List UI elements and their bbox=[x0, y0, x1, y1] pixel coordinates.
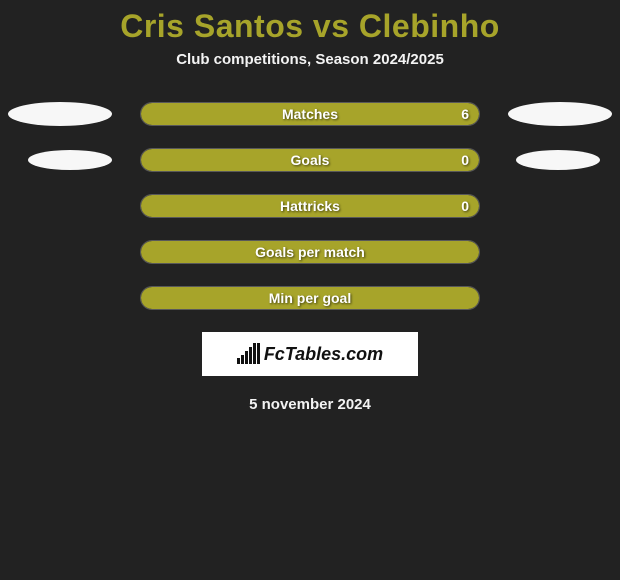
stat-label: Matches bbox=[282, 106, 338, 122]
stat-bar-track: Goals per match bbox=[140, 240, 480, 264]
stat-value-right: 6 bbox=[461, 106, 469, 122]
player-marker-right bbox=[508, 102, 612, 126]
stat-rows: Matches 6 Goals 0 Hattricks 0 Goals per match M… bbox=[0, 102, 620, 310]
stat-row: Min per goal bbox=[0, 286, 620, 310]
stat-row: Goals 0 bbox=[0, 148, 620, 172]
stat-row: Goals per match bbox=[0, 240, 620, 264]
logo-box: FcTables.com bbox=[202, 332, 418, 376]
stat-label: Min per goal bbox=[269, 290, 351, 306]
stat-bar-track: Hattricks 0 bbox=[140, 194, 480, 218]
player-marker-left bbox=[28, 150, 112, 170]
bar-chart-icon bbox=[237, 344, 260, 364]
stat-row: Hattricks 0 bbox=[0, 194, 620, 218]
date-label: 5 november 2024 bbox=[249, 396, 371, 413]
stat-value-right: 0 bbox=[461, 152, 469, 168]
stat-label: Goals per match bbox=[255, 244, 365, 260]
player-marker-left bbox=[8, 102, 112, 126]
stat-label: Hattricks bbox=[280, 198, 340, 214]
stat-bar-track: Matches 6 bbox=[140, 102, 480, 126]
page-subtitle: Club competitions, Season 2024/2025 bbox=[176, 51, 444, 68]
stat-value-right: 0 bbox=[461, 198, 469, 214]
main-container: Cris Santos vs Clebinho Club competition… bbox=[0, 0, 620, 580]
stat-bar-track: Min per goal bbox=[140, 286, 480, 310]
stat-bar-track: Goals 0 bbox=[140, 148, 480, 172]
stat-row: Matches 6 bbox=[0, 102, 620, 126]
player-marker-right bbox=[516, 150, 600, 170]
stat-label: Goals bbox=[291, 152, 330, 168]
page-title: Cris Santos vs Clebinho bbox=[120, 8, 500, 45]
logo-text: FcTables.com bbox=[264, 344, 383, 365]
